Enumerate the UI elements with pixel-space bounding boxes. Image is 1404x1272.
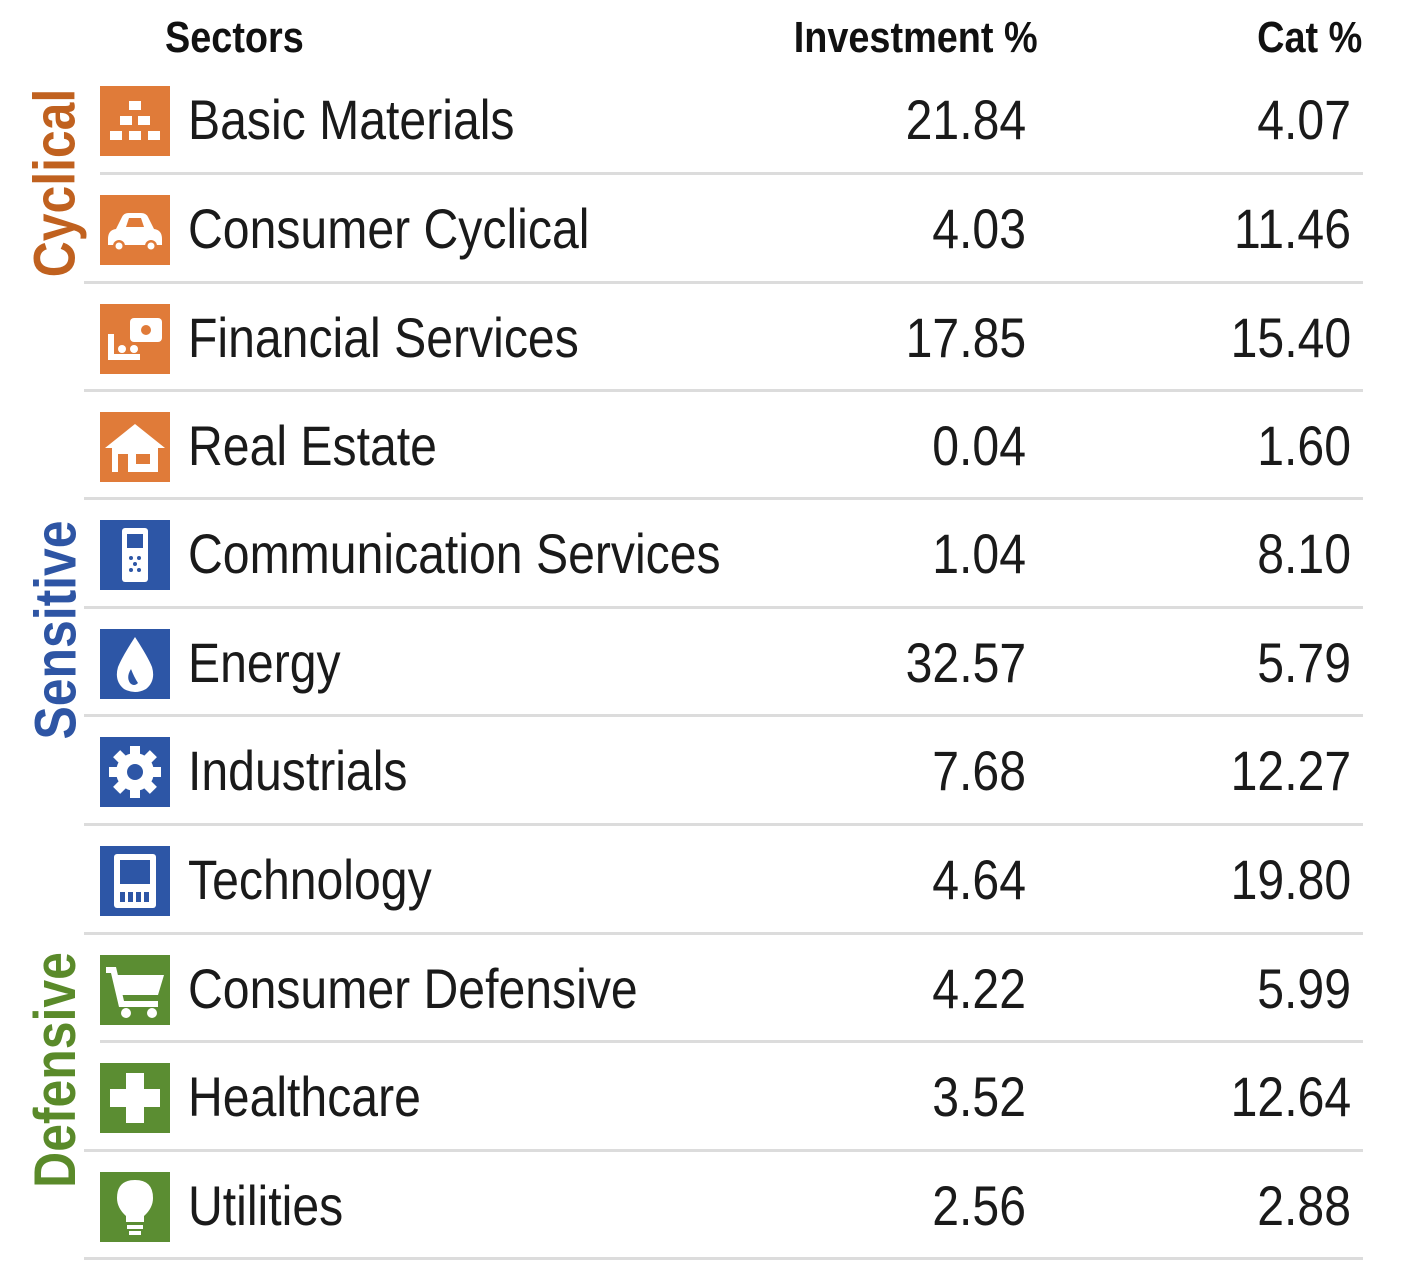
row-divider: [100, 1040, 1363, 1043]
gear-icon: [100, 737, 170, 807]
row-divider: [84, 281, 1363, 284]
category-value: 1.60: [1257, 414, 1351, 477]
sector-row-real-estate: Real Estate 0.04 1.60: [0, 392, 1404, 500]
gold-bars-icon: [100, 86, 170, 156]
row-divider: [84, 714, 1363, 717]
category-value: 11.46: [1234, 197, 1351, 260]
shopping-cart-icon: [100, 955, 170, 1025]
sector-row-energy: Energy 32.57 5.79: [0, 609, 1404, 717]
computer-icon: [100, 846, 170, 916]
row-divider: [84, 497, 1363, 500]
house-icon: [100, 412, 170, 482]
money-cart-icon: [100, 304, 170, 374]
sector-row-consumer-cyclical: Consumer Cyclical 4.03 11.46: [0, 175, 1404, 283]
sector-name: Real Estate: [188, 414, 437, 477]
category-value: 4.07: [1257, 88, 1351, 151]
sector-name: Utilities: [188, 1174, 344, 1237]
category-value: 15.40: [1230, 306, 1351, 369]
sector-name: Industrials: [188, 739, 408, 802]
row-divider: [84, 606, 1363, 609]
sector-name: Consumer Cyclical: [188, 197, 590, 260]
category-value: 8.10: [1257, 522, 1351, 585]
investment-value: 4.64: [932, 848, 1026, 911]
light-bulb-icon: [100, 1172, 170, 1242]
sector-name: Financial Services: [188, 306, 579, 369]
car-icon: [100, 195, 170, 265]
sector-row-basic-materials: Basic Materials 21.84 4.07: [0, 66, 1404, 174]
investment-value: 32.57: [905, 631, 1026, 694]
sector-row-healthcare: Healthcare 3.52 12.64: [0, 1043, 1404, 1151]
row-divider: [84, 932, 1363, 935]
sector-row-consumer-defensive: Consumer Defensive 4.22 5.99: [0, 935, 1404, 1043]
investment-value: 3.52: [932, 1065, 1026, 1128]
medical-cross-icon: [100, 1063, 170, 1133]
investment-value: 0.04: [932, 414, 1026, 477]
sector-name: Consumer Defensive: [188, 957, 638, 1020]
category-value: 12.27: [1230, 739, 1351, 802]
investment-value: 4.03: [932, 197, 1026, 260]
column-header-sectors: Sectors: [165, 13, 304, 62]
category-value: 2.88: [1257, 1174, 1351, 1237]
row-divider: [84, 1257, 1363, 1260]
row-divider: [84, 1149, 1363, 1152]
sector-name: Technology: [188, 848, 432, 911]
phone-icon: [100, 520, 170, 590]
sector-row-utilities: Utilities 2.56 2.88: [0, 1152, 1404, 1260]
category-value: 12.64: [1230, 1065, 1351, 1128]
row-divider: [84, 823, 1363, 826]
column-header-investment: Investment %: [794, 13, 1038, 62]
investment-value: 21.84: [905, 88, 1026, 151]
category-value: 5.99: [1257, 957, 1351, 1020]
category-value: 19.80: [1230, 848, 1351, 911]
sector-row-industrials: Industrials 7.68 12.27: [0, 717, 1404, 825]
investment-value: 4.22: [932, 957, 1026, 1020]
sector-row-technology: Technology 4.64 19.80: [0, 826, 1404, 934]
sector-name: Energy: [188, 631, 341, 694]
row-divider: [84, 389, 1363, 392]
investment-value: 2.56: [932, 1174, 1026, 1237]
row-divider: [100, 172, 1363, 175]
column-header-category: Cat %: [1256, 13, 1362, 62]
sector-name: Basic Materials: [188, 88, 515, 151]
investment-value: 17.85: [905, 306, 1026, 369]
sector-name: Healthcare: [188, 1065, 421, 1128]
flame-icon: [100, 629, 170, 699]
sector-name: Communication Services: [188, 522, 721, 585]
sector-row-communication-services: Communication Services 1.04 8.10: [0, 500, 1404, 608]
investment-value: 1.04: [932, 522, 1026, 585]
category-value: 5.79: [1257, 631, 1351, 694]
sector-row-financial-services: Financial Services 17.85 15.40: [0, 284, 1404, 392]
investment-value: 7.68: [932, 739, 1026, 802]
